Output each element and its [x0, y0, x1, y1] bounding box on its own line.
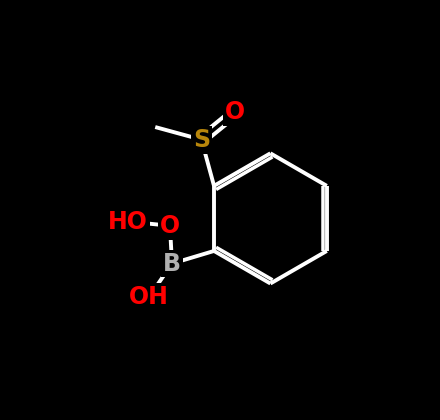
Text: O: O: [225, 100, 245, 124]
Text: O: O: [160, 214, 180, 238]
Text: B: B: [163, 252, 181, 276]
Text: OH: OH: [129, 285, 169, 309]
Text: S: S: [193, 128, 210, 152]
Text: HO: HO: [108, 210, 148, 234]
